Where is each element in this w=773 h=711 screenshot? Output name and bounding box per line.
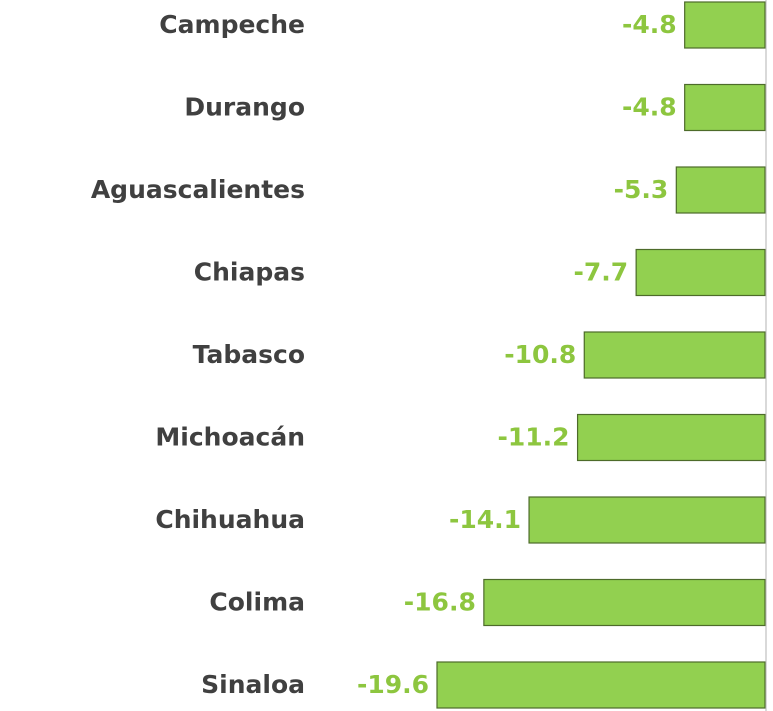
bar xyxy=(528,496,766,544)
bar xyxy=(583,331,766,379)
category-label: Chiapas xyxy=(194,258,305,287)
category-label: Campeche xyxy=(159,10,305,39)
category-label: Aguascalientes xyxy=(91,175,305,204)
value-label: -14.1 xyxy=(449,505,521,534)
bar xyxy=(576,413,766,462)
category-label: Tabasco xyxy=(193,340,305,369)
value-label: -4.8 xyxy=(622,10,677,39)
value-label: -11.2 xyxy=(498,423,570,452)
value-label: -5.3 xyxy=(614,175,669,204)
bar xyxy=(684,1,766,49)
value-label: -19.6 xyxy=(357,670,429,699)
bar xyxy=(675,166,766,214)
category-label: Durango xyxy=(184,93,305,122)
category-label: Michoacán xyxy=(155,423,305,452)
category-label: Chihuahua xyxy=(155,505,305,534)
value-label: -7.7 xyxy=(573,258,628,287)
value-label: -4.8 xyxy=(622,93,677,122)
category-label: Colima xyxy=(209,588,305,617)
bar xyxy=(635,248,766,297)
bar xyxy=(684,83,766,132)
bar xyxy=(436,661,766,709)
value-label: -10.8 xyxy=(504,340,576,369)
value-label: -16.8 xyxy=(404,588,476,617)
bar xyxy=(483,578,766,627)
category-label: Sinaloa xyxy=(201,670,305,699)
